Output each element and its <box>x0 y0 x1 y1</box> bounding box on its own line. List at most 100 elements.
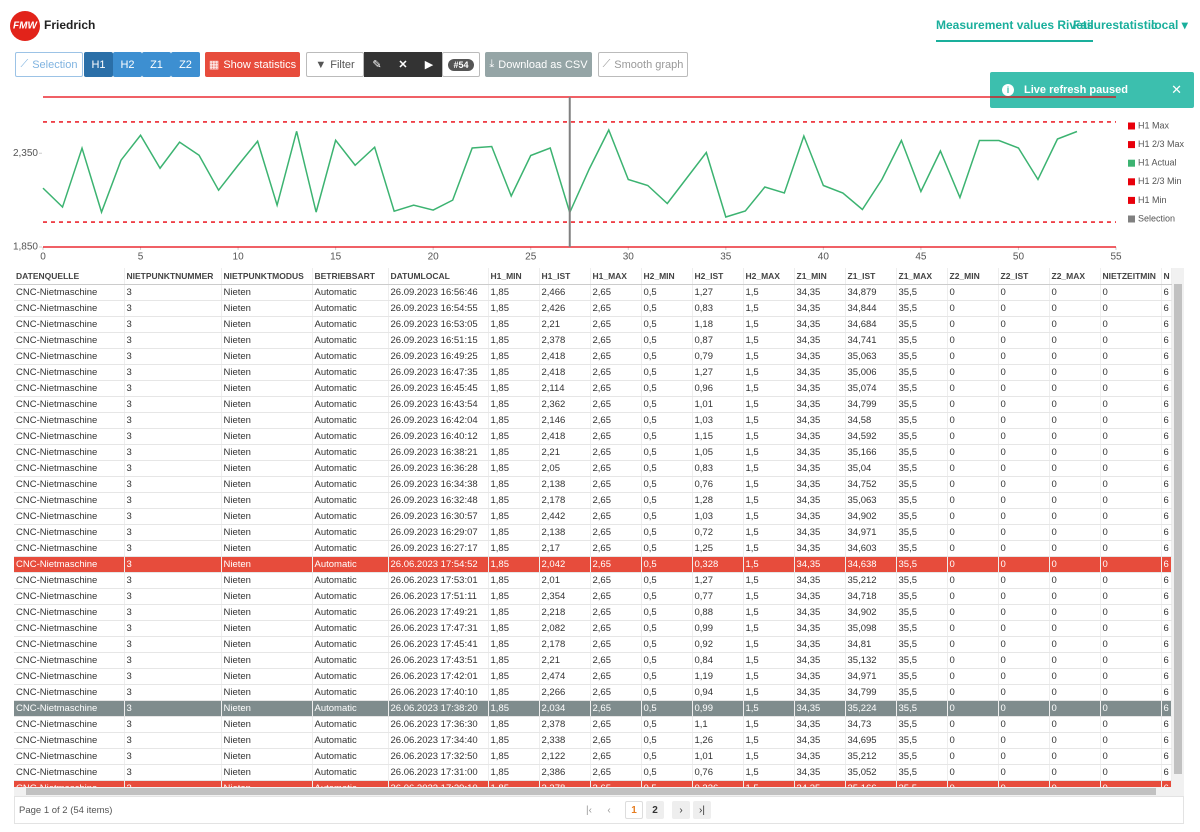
column-header[interactable]: H1_MAX <box>590 268 642 285</box>
column-header[interactable]: H2_MAX <box>743 268 795 285</box>
channel-button[interactable]: Z1 <box>142 52 171 77</box>
column-header[interactable]: Z2_IST <box>998 268 1050 285</box>
column-header[interactable]: Z2_MIN <box>947 268 999 285</box>
column-header[interactable]: NIETZEITMIN <box>1100 268 1162 285</box>
column-header[interactable]: Z1_IST <box>845 268 897 285</box>
table-cell: 34,35 <box>794 476 846 493</box>
table-cell: 0 <box>998 332 1050 349</box>
table-row[interactable]: CNC-Nietmaschine 3 Nieten Automatic 26.09.20… <box>14 524 1172 541</box>
table-cell: 3 <box>124 332 222 349</box>
h-scrollbar[interactable] <box>14 787 1184 796</box>
table-cell: Nieten <box>221 732 313 749</box>
table-cell: 0 <box>998 444 1050 461</box>
table-row[interactable]: CNC-Nietmaschine 3 Nieten Automatic 26.09.20… <box>14 348 1172 365</box>
table-row[interactable]: CNC-Nietmaschine 3 Nieten Automatic 26.09.20… <box>14 380 1172 397</box>
table-cell: 2,65 <box>590 316 642 333</box>
nav-dropdown[interactable]: local ▾ <box>1151 18 1188 32</box>
scroll-thumb[interactable] <box>26 788 1156 795</box>
column-header[interactable]: H1_IST <box>539 268 591 285</box>
filter-button[interactable]: ▼ Filter <box>306 52 364 77</box>
table-cell: 2,65 <box>590 348 642 365</box>
legend-swatch <box>1128 178 1135 186</box>
toast-close[interactable]: ✕ <box>1171 82 1182 97</box>
table-row[interactable]: CNC-Nietmaschine 3 Nieten Automatic 26.09.20… <box>14 364 1172 381</box>
table-row[interactable]: CNC-Nietmaschine 3 Nieten Automatic 26.09.20… <box>14 508 1172 525</box>
table-row[interactable]: CNC-Nietmaschine 3 Nieten Automatic 26.09.20… <box>14 540 1172 557</box>
column-header[interactable]: H2_MIN <box>641 268 693 285</box>
column-header[interactable]: BETRIEBSART <box>312 268 389 285</box>
table-cell: Nieten <box>221 572 313 589</box>
table-cell: 0,5 <box>641 780 693 787</box>
column-header[interactable]: Z1_MAX <box>896 268 948 285</box>
table-cell: 1,85 <box>488 764 540 781</box>
table-cell: 0 <box>1049 620 1101 637</box>
table-row[interactable]: CNC-Nietmaschine 3 Nieten Automatic 26.09.20… <box>14 492 1172 509</box>
table-cell: 34,35 <box>794 604 846 621</box>
table-row[interactable]: CNC-Nietmaschine 3 Nieten Automatic 26.09.20… <box>14 476 1172 493</box>
table-cell: 0 <box>1049 652 1101 669</box>
table-row[interactable]: CNC-Nietmaschine 3 Nieten Automatic 26.09.20… <box>14 444 1172 461</box>
column-header[interactable]: H1_MIN <box>488 268 540 285</box>
table-cell: 26.09.2023 16:32:48 <box>388 492 489 509</box>
table-row[interactable]: CNC-Nietmaschine 3 Nieten Automatic 26.09.20… <box>14 428 1172 445</box>
table-row[interactable]: CNC-Nietmaschine3NietenAutomatic26.06.20… <box>14 780 1172 787</box>
prev-page[interactable]: ‹ <box>607 804 611 816</box>
play-button[interactable]: ▶ <box>416 52 442 77</box>
table-row[interactable]: CNC-Nietmaschine 3 Nieten Automatic 26.09.20… <box>14 284 1172 301</box>
nav-link[interactable]: Failurestatistic <box>1073 18 1158 32</box>
column-header[interactable]: N <box>1161 268 1172 285</box>
column-header[interactable]: DATENQUELLE <box>14 268 125 285</box>
nav-link[interactable]: Measurement values Rivets <box>936 18 1094 42</box>
clear-button[interactable]: ✕ <box>390 52 416 77</box>
table-row[interactable]: CNC-Nietmaschine 3 Nieten Automatic 26.09.20… <box>14 332 1172 349</box>
edit-button[interactable]: ✎ <box>364 52 390 77</box>
table-row[interactable]: CNC-Nietmaschine 3 Nieten Automatic 26.09.20… <box>14 396 1172 413</box>
scroll-thumb[interactable] <box>1174 284 1182 774</box>
table-cell: 1,85 <box>488 492 540 509</box>
channel-button[interactable]: H2 <box>113 52 142 77</box>
channel-button[interactable]: Z2 <box>171 52 200 77</box>
column-header[interactable]: NIETPUNKTNUMMER <box>124 268 222 285</box>
channel-button[interactable]: H1 <box>84 52 113 77</box>
table-row[interactable]: CNC-Nietmaschine 3 Nieten Automatic 26.09.20… <box>14 300 1172 317</box>
v-scrollbar[interactable] <box>1172 268 1184 787</box>
table-cell: 35,166 <box>845 444 897 461</box>
statistics-button[interactable]: ▦ Show statistics <box>205 52 300 77</box>
table-cell: 2,218 <box>539 604 591 621</box>
table-cell: 0 <box>947 444 999 461</box>
page-button[interactable]: 1 <box>625 801 643 819</box>
table-row[interactable]: CNC-Nietmaschine 3 Nieten Automatic 26.09.20… <box>14 316 1172 333</box>
column-header[interactable]: DATUMLOCAL <box>388 268 489 285</box>
column-header[interactable]: Z1_MIN <box>794 268 846 285</box>
table-cell: 2,65 <box>590 652 642 669</box>
column-header[interactable]: H2_IST <box>692 268 744 285</box>
smooth-button[interactable]: ⟋ Smooth graph <box>598 52 688 77</box>
page-button[interactable]: 2 <box>646 801 664 819</box>
table-cell: 0 <box>1100 588 1162 605</box>
first-page[interactable]: |‹ <box>586 804 592 816</box>
table-row[interactable]: CNC-Nietmaschine 3 Nieten Automatic 26.09.20… <box>14 460 1172 477</box>
column-header[interactable]: Z2_MAX <box>1049 268 1101 285</box>
last-page[interactable]: ›| <box>693 801 711 819</box>
selection-button[interactable]: ⟋ Selection <box>15 52 83 77</box>
table-cell: 0 <box>947 348 999 365</box>
column-header[interactable]: NIETPUNKTMODUS <box>221 268 313 285</box>
next-page[interactable]: › <box>672 801 690 819</box>
table-row[interactable]: CNC-Nietmaschine 3 Nieten Automatic 26.09.20… <box>14 412 1172 429</box>
download-button[interactable]: ⤓ Download as CSV <box>485 52 592 77</box>
x-tick-label: 25 <box>525 252 537 263</box>
